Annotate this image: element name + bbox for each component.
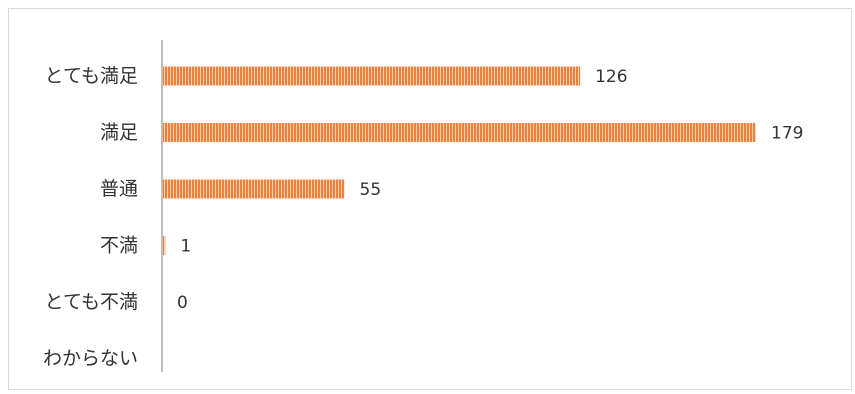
data-label: 55	[360, 180, 382, 200]
bar	[162, 236, 166, 255]
category-label: 満足	[100, 122, 138, 144]
data-label: 126	[595, 67, 627, 87]
bar	[162, 179, 345, 199]
bar	[162, 66, 581, 86]
category-label: わからない	[43, 348, 138, 370]
data-label: 1	[180, 237, 191, 257]
bar	[162, 123, 756, 142]
data-label: 0	[177, 293, 188, 313]
category-label: とても不満	[45, 291, 138, 313]
category-label: 不満	[100, 235, 138, 257]
category-label: とても満足	[45, 65, 138, 87]
category-label: 普通	[100, 178, 138, 200]
data-label: 179	[771, 124, 803, 144]
